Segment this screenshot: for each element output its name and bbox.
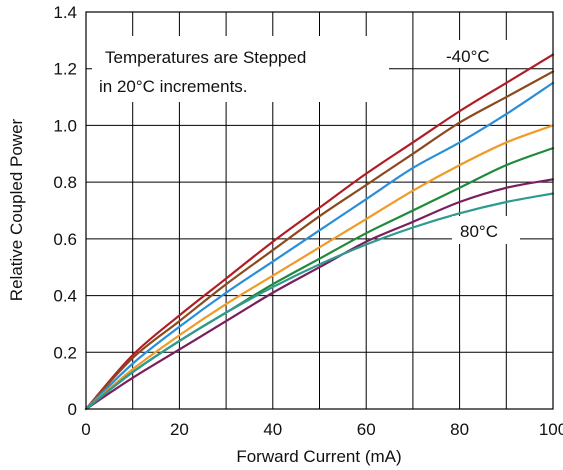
plot-frame (85, 11, 554, 410)
annotation-label-top: -40°C (446, 47, 490, 66)
annotation-note-line1: Temperatures are Stepped (105, 48, 306, 67)
series-group (84, 53, 555, 411)
y-tick-label: 0.2 (53, 343, 77, 362)
y-axis-title: Relative Coupled Power (7, 118, 26, 301)
note-background (92, 36, 389, 102)
x-tick-label: 20 (170, 420, 189, 439)
x-tick-label: 80 (450, 420, 469, 439)
series-line-7 (84, 192, 555, 411)
y-tick-label: 1.0 (53, 116, 77, 135)
series-line-1 (84, 53, 555, 411)
y-tick-label: 0 (68, 400, 77, 419)
annotation-label-bottom: 80°C (460, 222, 498, 241)
series-line-6 (84, 178, 555, 411)
x-tick-label: 0 (81, 420, 90, 439)
annotation-note-line2: in 20°C increments. (99, 77, 248, 96)
y-tick-label: 1.4 (53, 3, 77, 22)
x-tick-label: 60 (357, 420, 376, 439)
series-line-2 (84, 70, 555, 411)
label-bottom-background (452, 216, 520, 244)
y-tick-label: 0.6 (53, 230, 77, 249)
series-line-4 (84, 124, 555, 411)
y-tick-label: 0.4 (53, 287, 77, 306)
x-axis-title: Forward Current (mA) (236, 447, 401, 466)
y-tick-label: 1.2 (53, 60, 77, 79)
x-tick-label: 100 (539, 420, 563, 439)
label-top-background (437, 40, 511, 68)
y-tick-labels: 0 0.2 0.4 0.6 0.8 1.0 1.2 1.4 (53, 3, 77, 419)
x-tick-labels: 0 20 40 60 80 100 (81, 420, 563, 439)
x-tick-label: 40 (263, 420, 282, 439)
y-tick-label: 0.8 (53, 173, 77, 192)
series-line-3 (84, 81, 555, 411)
